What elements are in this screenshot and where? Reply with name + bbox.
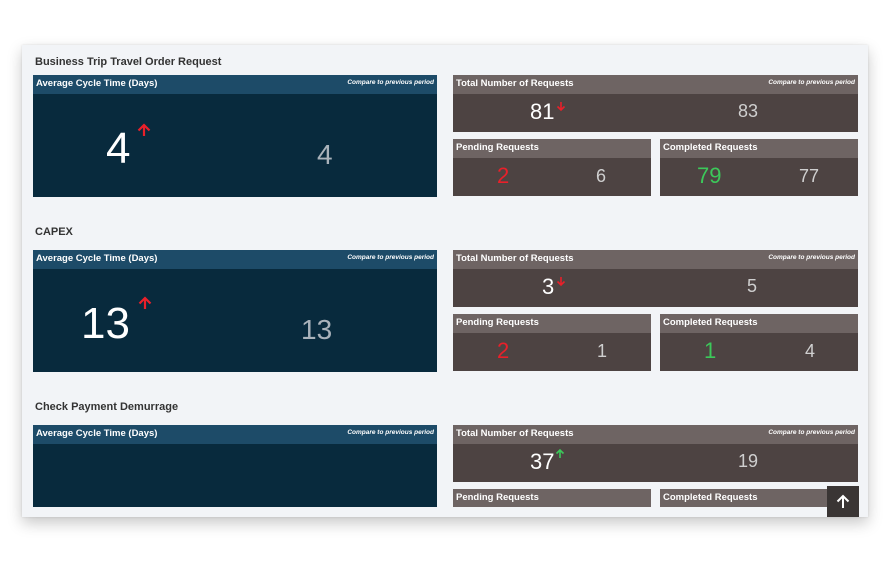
arrow-down-icon <box>556 277 566 286</box>
section-title: CAPEX <box>35 226 73 238</box>
card-body: 3 5 <box>453 269 858 307</box>
card-title: Completed Requests <box>663 142 758 153</box>
compare-label: Compare to previous period <box>347 254 434 261</box>
previous-value: 5 <box>747 276 758 296</box>
card-title: Pending Requests <box>456 492 539 503</box>
card-header: Completed Requests <box>660 139 858 158</box>
arrow-up-icon <box>137 123 151 136</box>
card-header: Completed Requests <box>660 489 858 507</box>
compare-label: Compare to previous period <box>347 79 434 86</box>
pending-requests-card: Pending Requests 2 1 <box>453 314 651 371</box>
arrow-down-icon <box>556 102 566 111</box>
card-body: 37 19 <box>453 444 858 482</box>
arrow-up-icon <box>836 494 850 508</box>
card-title: Completed Requests <box>663 492 758 503</box>
completed-requests-card: Completed Requests 79 77 <box>660 139 858 196</box>
arrow-up-icon <box>555 449 565 458</box>
previous-value: 83 <box>738 101 759 121</box>
previous-value: 13 <box>301 314 333 345</box>
compare-label: Compare to previous period <box>768 254 855 261</box>
card-title: Completed Requests <box>663 317 758 328</box>
scroll-to-top-button[interactable] <box>827 486 859 517</box>
card-header: Total Number of Requests Compare to prev… <box>453 75 858 94</box>
card-title: Average Cycle Time (Days) <box>36 253 158 264</box>
current-value: 81 <box>530 99 555 124</box>
current-value: 2 <box>497 338 510 363</box>
card-header: Total Number of Requests Compare to prev… <box>453 250 858 269</box>
total-requests-card: Total Number of Requests Compare to prev… <box>453 75 858 132</box>
card-title: Total Number of Requests <box>456 78 574 89</box>
card-header: Average Cycle Time (Days) Compare to pre… <box>33 425 437 444</box>
current-value: 4 <box>106 124 131 173</box>
card-title: Total Number of Requests <box>456 428 574 439</box>
compare-label: Compare to previous period <box>768 429 855 436</box>
card-title: Pending Requests <box>456 317 539 328</box>
card-header: Average Cycle Time (Days) Compare to pre… <box>33 250 437 269</box>
card-header: Pending Requests <box>453 139 651 158</box>
card-title: Average Cycle Time (Days) <box>36 428 158 439</box>
pending-requests-card: Pending Requests <box>453 489 651 507</box>
total-requests-card: Total Number of Requests Compare to prev… <box>453 250 858 307</box>
avg-cycle-time-card: Average Cycle Time (Days) Compare to pre… <box>33 425 437 507</box>
completed-requests-card: Completed Requests <box>660 489 858 507</box>
previous-value: 1 <box>597 341 608 361</box>
total-requests-card: Total Number of Requests Compare to prev… <box>453 425 858 482</box>
section-title: Check Payment Demurrage <box>35 401 179 413</box>
current-value: 1 <box>704 338 717 363</box>
card-title: Total Number of Requests <box>456 253 574 264</box>
compare-label: Compare to previous period <box>347 429 434 436</box>
completed-requests-card: Completed Requests 1 4 <box>660 314 858 371</box>
dashboard-frame: Business Trip Travel Order Request Avera… <box>22 45 868 517</box>
section-title: Business Trip Travel Order Request <box>35 56 222 68</box>
card-header: Pending Requests <box>453 489 651 507</box>
card-header: Pending Requests <box>453 314 651 333</box>
avg-cycle-time-card: Average Cycle Time (Days) Compare to pre… <box>33 75 437 197</box>
avg-cycle-time-card: Average Cycle Time (Days) Compare to pre… <box>33 250 437 372</box>
card-body: 2 1 <box>453 333 651 371</box>
pending-requests-card: Pending Requests 2 6 <box>453 139 651 196</box>
card-body: 2 6 <box>453 158 651 196</box>
current-value: 3 <box>542 274 555 299</box>
card-body: 81 83 <box>453 94 858 132</box>
compare-label: Compare to previous period <box>768 79 855 86</box>
dashboard-scroll-area[interactable]: Business Trip Travel Order Request Avera… <box>22 45 868 507</box>
current-value: 79 <box>697 163 722 188</box>
previous-value: 19 <box>738 451 759 471</box>
card-body: 79 77 <box>660 158 858 196</box>
card-title: Pending Requests <box>456 142 539 153</box>
card-header: Total Number of Requests Compare to prev… <box>453 425 858 444</box>
card-header: Average Cycle Time (Days) Compare to pre… <box>33 75 437 94</box>
current-value: 2 <box>497 163 510 188</box>
current-value: 13 <box>81 299 130 348</box>
arrow-up-icon <box>138 296 152 309</box>
card-title: Average Cycle Time (Days) <box>36 78 158 89</box>
previous-value: 6 <box>596 166 607 186</box>
previous-value: 4 <box>317 139 333 170</box>
previous-value: 77 <box>799 166 820 186</box>
previous-value: 4 <box>805 341 816 361</box>
card-header: Completed Requests <box>660 314 858 333</box>
card-body: 1 4 <box>660 333 858 371</box>
current-value: 37 <box>530 449 555 474</box>
